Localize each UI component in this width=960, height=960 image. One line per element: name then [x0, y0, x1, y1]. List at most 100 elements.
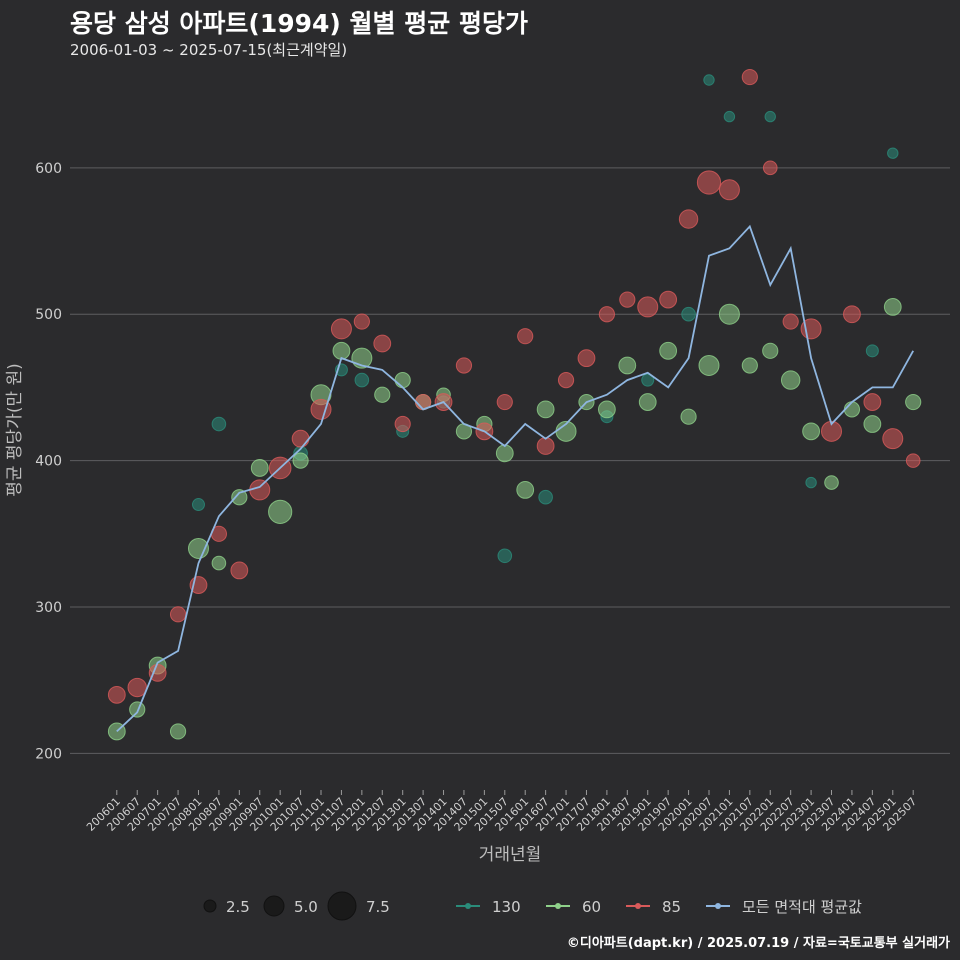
data-point-85 [905, 453, 921, 468]
x-axis-label: 거래년월 [479, 845, 542, 865]
data-point-85 [536, 437, 555, 455]
data-point-60 [883, 298, 902, 316]
y-tick-label: 200 [35, 746, 62, 762]
data-point-85 [696, 170, 722, 195]
data-point-85 [127, 677, 147, 698]
legend-dot [555, 903, 561, 909]
data-point-130 [497, 548, 513, 564]
data-point-60 [597, 400, 616, 419]
data-point-85 [310, 398, 332, 420]
data-point-60 [394, 372, 411, 389]
data-point-60 [802, 422, 820, 441]
data-point-85 [353, 313, 370, 330]
data-point-60 [374, 386, 391, 403]
grid-lines [70, 167, 950, 754]
data-point-60 [516, 480, 535, 499]
data-point-85 [394, 415, 411, 433]
data-point-60 [638, 393, 657, 411]
data-point-130 [641, 373, 655, 387]
chart-subtitle: 2006-01-03 ~ 2025-07-15(최근계약일) [70, 41, 348, 59]
data-point-60 [698, 354, 720, 376]
data-point-85 [619, 291, 636, 308]
data-point-85 [762, 160, 778, 176]
data-point-60 [824, 475, 839, 490]
data-point-85 [169, 606, 187, 623]
legend-size-dot [327, 891, 357, 921]
y-axis-label: 평균 평당가(만 원) [5, 363, 25, 497]
y-tick-label: 600 [35, 161, 62, 177]
y-axis: 200 300 400 500 600 [35, 161, 62, 763]
data-point-130 [805, 476, 817, 489]
legend-size-dot [203, 899, 217, 913]
data-point-130 [887, 147, 899, 159]
data-point-130 [764, 110, 776, 123]
data-point-60 [536, 400, 555, 419]
data-point-60 [843, 401, 861, 418]
legend-dot [635, 903, 641, 909]
legend-series-label: 60 [582, 898, 601, 916]
data-point-85 [291, 429, 310, 448]
data-point-60 [231, 489, 248, 506]
data-point-85 [882, 428, 904, 450]
data-point-85 [557, 372, 575, 389]
data-point-85 [577, 349, 596, 368]
legend: 2.5 5.0 7.5 130 60 85 모든 면적대 평균값 [203, 891, 862, 921]
data-point-85 [843, 305, 861, 324]
x-axis: 2006012006072007012007072008012008072009… [84, 790, 919, 834]
data-point-60 [863, 415, 882, 433]
data-point-130 [723, 110, 736, 123]
data-point-130 [703, 74, 715, 86]
legend-series-label: 85 [662, 898, 681, 916]
legend-series-label: 모든 면적대 평균값 [742, 898, 862, 916]
data-point-85 [782, 313, 799, 330]
legend-size-label: 5.0 [294, 898, 318, 916]
data-point-60 [332, 341, 351, 360]
data-point-60 [250, 459, 269, 477]
data-point-130 [538, 489, 553, 505]
data-point-85 [863, 393, 882, 411]
data-point-85 [107, 685, 126, 704]
data-point-60 [659, 341, 678, 360]
data-point-85 [496, 393, 513, 411]
y-tick-label: 300 [35, 600, 62, 616]
data-point-85 [659, 290, 678, 309]
data-point-85 [330, 318, 352, 340]
data-point-130 [191, 498, 205, 512]
data-point-60 [292, 452, 309, 469]
data-point-85 [517, 328, 534, 345]
data-point-60 [169, 723, 187, 740]
data-point-60 [741, 357, 758, 374]
data-point-60 [129, 701, 146, 718]
data-point-60 [268, 499, 293, 524]
footer-credit: ©디아파트(dapt.kr) / 2025.07.19 / 자료=국토교통부 실… [566, 936, 950, 951]
data-point-130 [865, 344, 879, 358]
data-point-60 [495, 444, 514, 463]
data-point-60 [905, 393, 922, 411]
data-point-60 [618, 356, 637, 375]
legend-size-label: 2.5 [226, 898, 250, 916]
data-point-130 [211, 416, 227, 432]
data-point-85 [598, 306, 615, 323]
data-point-85 [455, 357, 473, 374]
y-tick-label: 400 [35, 454, 62, 470]
legend-series-label: 130 [492, 898, 521, 916]
data-point-60 [762, 342, 779, 359]
data-point-85 [741, 68, 758, 86]
average-line [116, 224, 914, 733]
data-point-85 [637, 296, 659, 318]
data-point-85 [678, 209, 699, 229]
data-point-60 [211, 555, 227, 571]
average-line-path [116, 224, 914, 733]
data-point-60 [718, 303, 740, 325]
data-point-130 [681, 306, 696, 322]
y-tick-label: 500 [35, 307, 62, 323]
legend-size-label: 7.5 [366, 898, 390, 916]
data-point-60 [780, 370, 801, 390]
scatter-points [107, 68, 922, 741]
legend-size-dot [263, 895, 285, 917]
legend-dot [465, 903, 471, 909]
data-point-85 [718, 179, 740, 201]
chart-title: 용당 삼성 아파트(1994) 월별 평균 평당가 [70, 9, 528, 38]
legend-dot [715, 903, 721, 909]
